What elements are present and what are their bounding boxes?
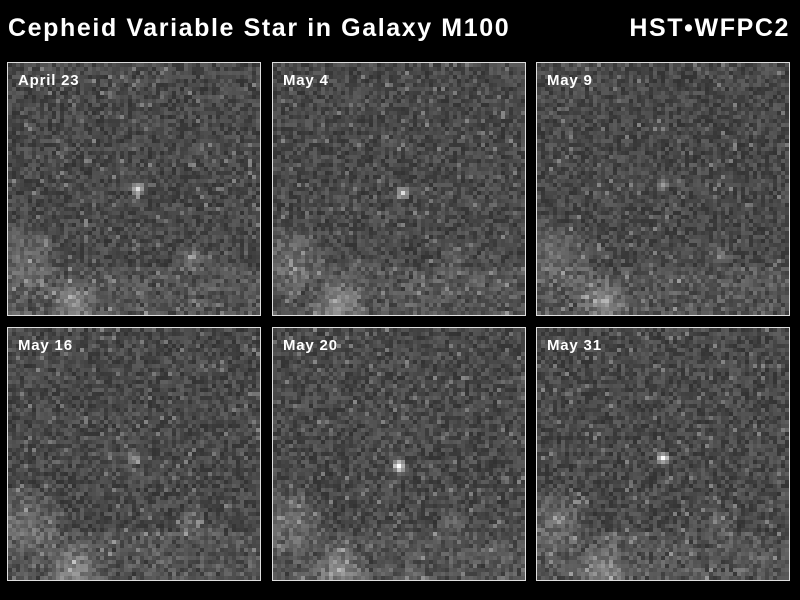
image-title: Cepheid Variable Star in Galaxy M100 bbox=[8, 14, 511, 42]
instrument-label: HST•WFPC2 bbox=[629, 14, 790, 42]
observation-panel-may-31: May 31 bbox=[536, 327, 790, 581]
observation-panel-may-20: May 20 bbox=[272, 327, 526, 581]
observation-panel-may-4: May 4 bbox=[272, 62, 526, 316]
observation-panel-may-9: May 9 bbox=[536, 62, 790, 316]
star-field-image bbox=[273, 63, 525, 315]
observation-panel-april-23: April 23 bbox=[7, 62, 261, 316]
panel-date-label: May 20 bbox=[283, 337, 338, 354]
panel-date-label: May 4 bbox=[283, 72, 329, 89]
star-field-image bbox=[537, 328, 789, 580]
panel-date-label: May 16 bbox=[18, 337, 73, 354]
star-field-image bbox=[273, 328, 525, 580]
star-field-image bbox=[8, 328, 260, 580]
panel-date-label: April 23 bbox=[18, 72, 80, 89]
star-field-image bbox=[8, 63, 260, 315]
panel-date-label: May 9 bbox=[547, 72, 593, 89]
panel-date-label: May 31 bbox=[547, 337, 602, 354]
observation-panel-may-16: May 16 bbox=[7, 327, 261, 581]
star-field-image bbox=[537, 63, 789, 315]
